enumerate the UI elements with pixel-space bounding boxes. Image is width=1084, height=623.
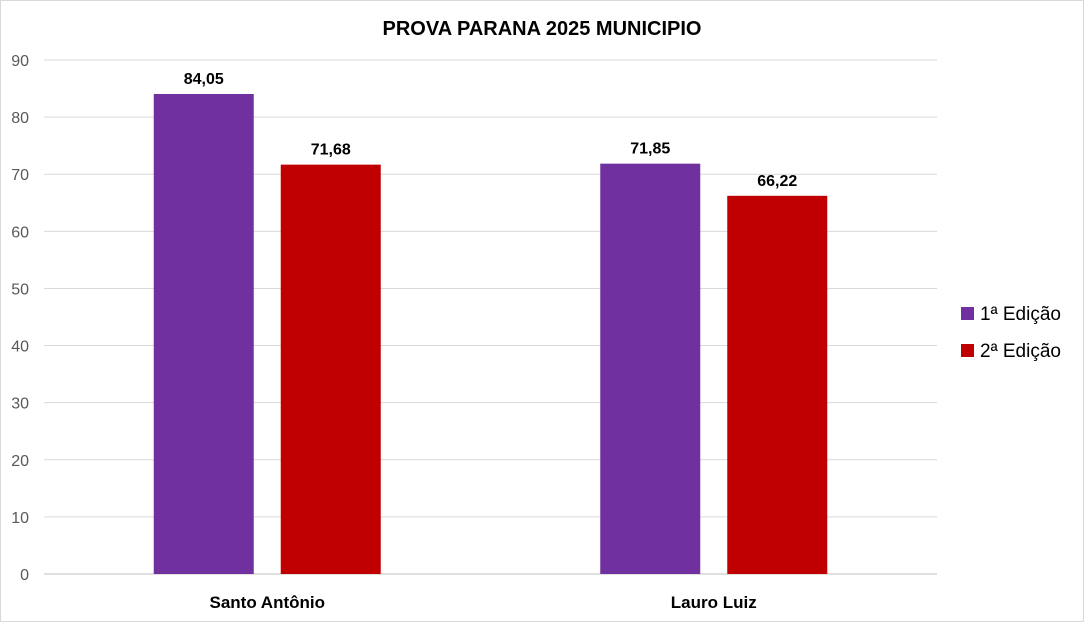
y-tick-label: 20 (11, 453, 29, 470)
y-tick-label: 30 (11, 396, 29, 413)
y-tick-label: 10 (11, 510, 29, 527)
bar (280, 164, 381, 574)
bar (153, 93, 254, 574)
x-axis: Santo Antônio Lauro Luiz (209, 593, 756, 612)
legend-swatch (961, 344, 974, 357)
y-tick-label: 90 (11, 53, 29, 70)
data-label: 71,85 (630, 141, 670, 158)
data-label: 66,22 (757, 173, 797, 190)
legend: 1ª Edição 2ª Edição (961, 304, 1061, 362)
legend-swatch (961, 307, 974, 320)
y-tick-label: 0 (20, 567, 29, 584)
x-category-label: Lauro Luiz (671, 593, 757, 612)
chart-title: PROVA PARANA 2025 MUNICIPIO (383, 18, 702, 40)
data-label: 84,05 (184, 71, 224, 88)
y-tick-label: 70 (11, 167, 29, 184)
legend-label: 2ª Edição (980, 341, 1061, 362)
bar (600, 163, 701, 574)
data-label: 71,68 (311, 142, 351, 159)
y-tick-label: 80 (11, 110, 29, 127)
bar (727, 195, 828, 574)
y-tick-label: 40 (11, 339, 29, 356)
x-category-label: Santo Antônio (209, 593, 325, 612)
legend-label: 1ª Edição (980, 304, 1061, 325)
y-axis: 0 10 20 30 40 50 60 70 80 90 (11, 53, 29, 584)
bars: 84,05 71,68 71,85 66,22 (153, 71, 828, 574)
y-tick-label: 60 (11, 224, 29, 241)
y-tick-label: 50 (11, 281, 29, 298)
